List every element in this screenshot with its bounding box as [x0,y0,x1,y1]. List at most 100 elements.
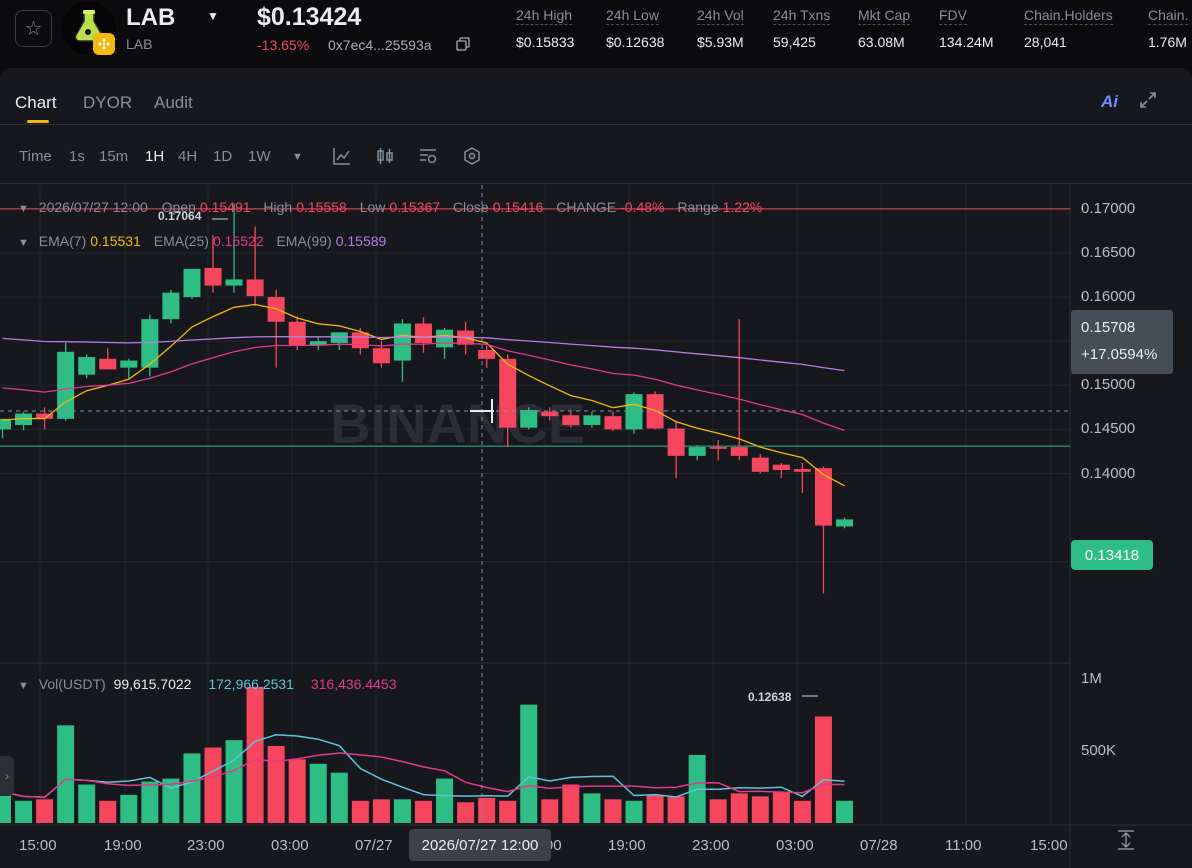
candle-body [0,418,11,430]
volume-legend: ▼ Vol(USDT) 99,615.7022 172,966.2531 316… [18,676,406,692]
candle-body [499,358,517,428]
ema25-value: 0.15522 [212,233,264,249]
volume-bar [772,791,790,823]
expand-icon[interactable] [1138,90,1158,110]
stat-value: $0.12638 [606,34,665,50]
tab-audit[interactable]: Audit [154,93,193,112]
low-marker: 0.12638 [748,690,792,704]
ohlc-low-label: Low [359,199,386,215]
time-tick-label: 23:00 [187,837,225,854]
volume-bar [646,794,664,823]
candle-body [625,394,643,430]
candle-body [183,268,201,298]
price-tick-label: 0.16500 [1081,243,1136,261]
ema25-label: EMA(25) [153,233,209,249]
volume-bar [751,796,769,823]
timeframe-15m[interactable]: 15m [99,148,129,165]
candle-body [836,519,853,527]
volume-bar [141,781,159,823]
candle-body [225,279,243,286]
chart-panel: Chart DYOR Audit Ai Time 1s 15m 1H 4H 1D… [0,68,1192,868]
stat-label: 24h High [516,7,573,25]
volume-bar [309,763,327,823]
token-name[interactable]: LAB [126,4,176,31]
crosshair-cursor-icon [470,399,494,423]
candle-body [120,360,138,368]
ema7-value: 0.15531 [90,233,141,249]
more-timeframes-chevron-icon[interactable]: ▼ [292,151,303,163]
favorite-star-icon[interactable]: ☆ [15,10,52,47]
tab-dyor[interactable]: DYOR [83,93,133,112]
volume-bar [225,740,243,823]
active-tab-underline [27,120,49,123]
crosshair-price: 0.15708 [1081,319,1136,336]
volume-bar [162,778,180,823]
volume-bar [246,686,264,823]
volume-bar [625,800,643,823]
volume-bar [667,796,685,823]
candle-body [393,323,411,361]
volume-bar [583,793,601,823]
candle-body [814,468,832,526]
time-tick-label: 03:00 [776,837,814,854]
ohlc-collapse-icon[interactable]: ▼ [18,203,29,215]
candlestick-chart[interactable]: BINANCE [0,185,1192,868]
ohlc-close-label: Close [452,199,489,215]
volume-bar [730,793,748,823]
ema-collapse-icon[interactable]: ▼ [18,237,29,249]
sidebar-toggle-chevron-icon[interactable]: › [0,756,14,796]
stat-value: $0.15833 [516,34,575,50]
candle-body [436,329,454,348]
volume-bar [499,800,517,823]
candle-body [604,416,622,430]
copy-icon[interactable] [456,37,470,51]
candle-body [330,332,348,343]
timeframe-time[interactable]: Time [19,148,52,165]
ema99-line [2,335,845,372]
contract-address[interactable]: 0x7ec4...25593a [328,37,432,53]
time-tick-label: 19:00 [104,837,142,854]
chart-tabs: Chart DYOR Audit Ai [0,68,1192,125]
hexagon-settings-icon[interactable] [462,146,482,166]
time-tick-label: 07/27 [355,837,393,854]
timeframe-1d[interactable]: 1D [213,148,233,165]
ohlc-change-label: CHANGE [556,199,617,215]
volume-collapse-icon[interactable]: ▼ [18,680,29,692]
chevron-down-icon[interactable]: ▼ [207,9,219,23]
chart-settings-icon[interactable] [418,146,438,166]
volume-bar [541,799,559,823]
stat-label: Chain.Holders [1024,7,1113,25]
ema99-value: 0.15589 [335,233,387,249]
reset-scale-icon[interactable] [1117,830,1135,850]
token-price: $0.13424 [257,3,362,31]
candle-body [688,447,706,456]
volume-ma2: 316,436.4453 [310,676,397,692]
candle-body [15,413,33,425]
price-tick-label: 0.17000 [1081,199,1136,217]
timeframe-1w[interactable]: 1W [248,148,271,165]
ohlc-open-label: Open [161,199,196,215]
candle-body [709,447,727,449]
volume-bar [562,784,580,823]
tab-chart[interactable]: Chart [15,93,57,112]
timeframe-4h[interactable]: 4H [178,148,198,165]
candle-body [541,411,559,417]
volume-bar [436,778,454,823]
ohlc-change: -0.48% [620,199,665,215]
chart-canvas[interactable]: BINANCE ▼ 2026/07/27 12:00 Open 0.15491 H… [0,185,1192,868]
volume-bar [478,797,496,823]
volume-bar [99,800,117,823]
volume-bar [183,753,201,823]
timeframe-1h[interactable]: 1H [145,148,165,165]
high-marker: 0.17064 [158,209,202,223]
candle-body [99,358,117,370]
candle-body [57,351,75,419]
timeframe-1s[interactable]: 1s [69,148,85,165]
price-tick-label: 0.15000 [1081,376,1136,394]
volume-bar [120,794,138,823]
ai-icon[interactable]: Ai [1101,92,1118,111]
candle-type-icon[interactable] [375,146,395,166]
volume-label: Vol(USDT) [38,676,106,692]
indicator-chart-icon[interactable] [332,146,352,166]
last-price-label: 0.13418 [1071,540,1153,570]
